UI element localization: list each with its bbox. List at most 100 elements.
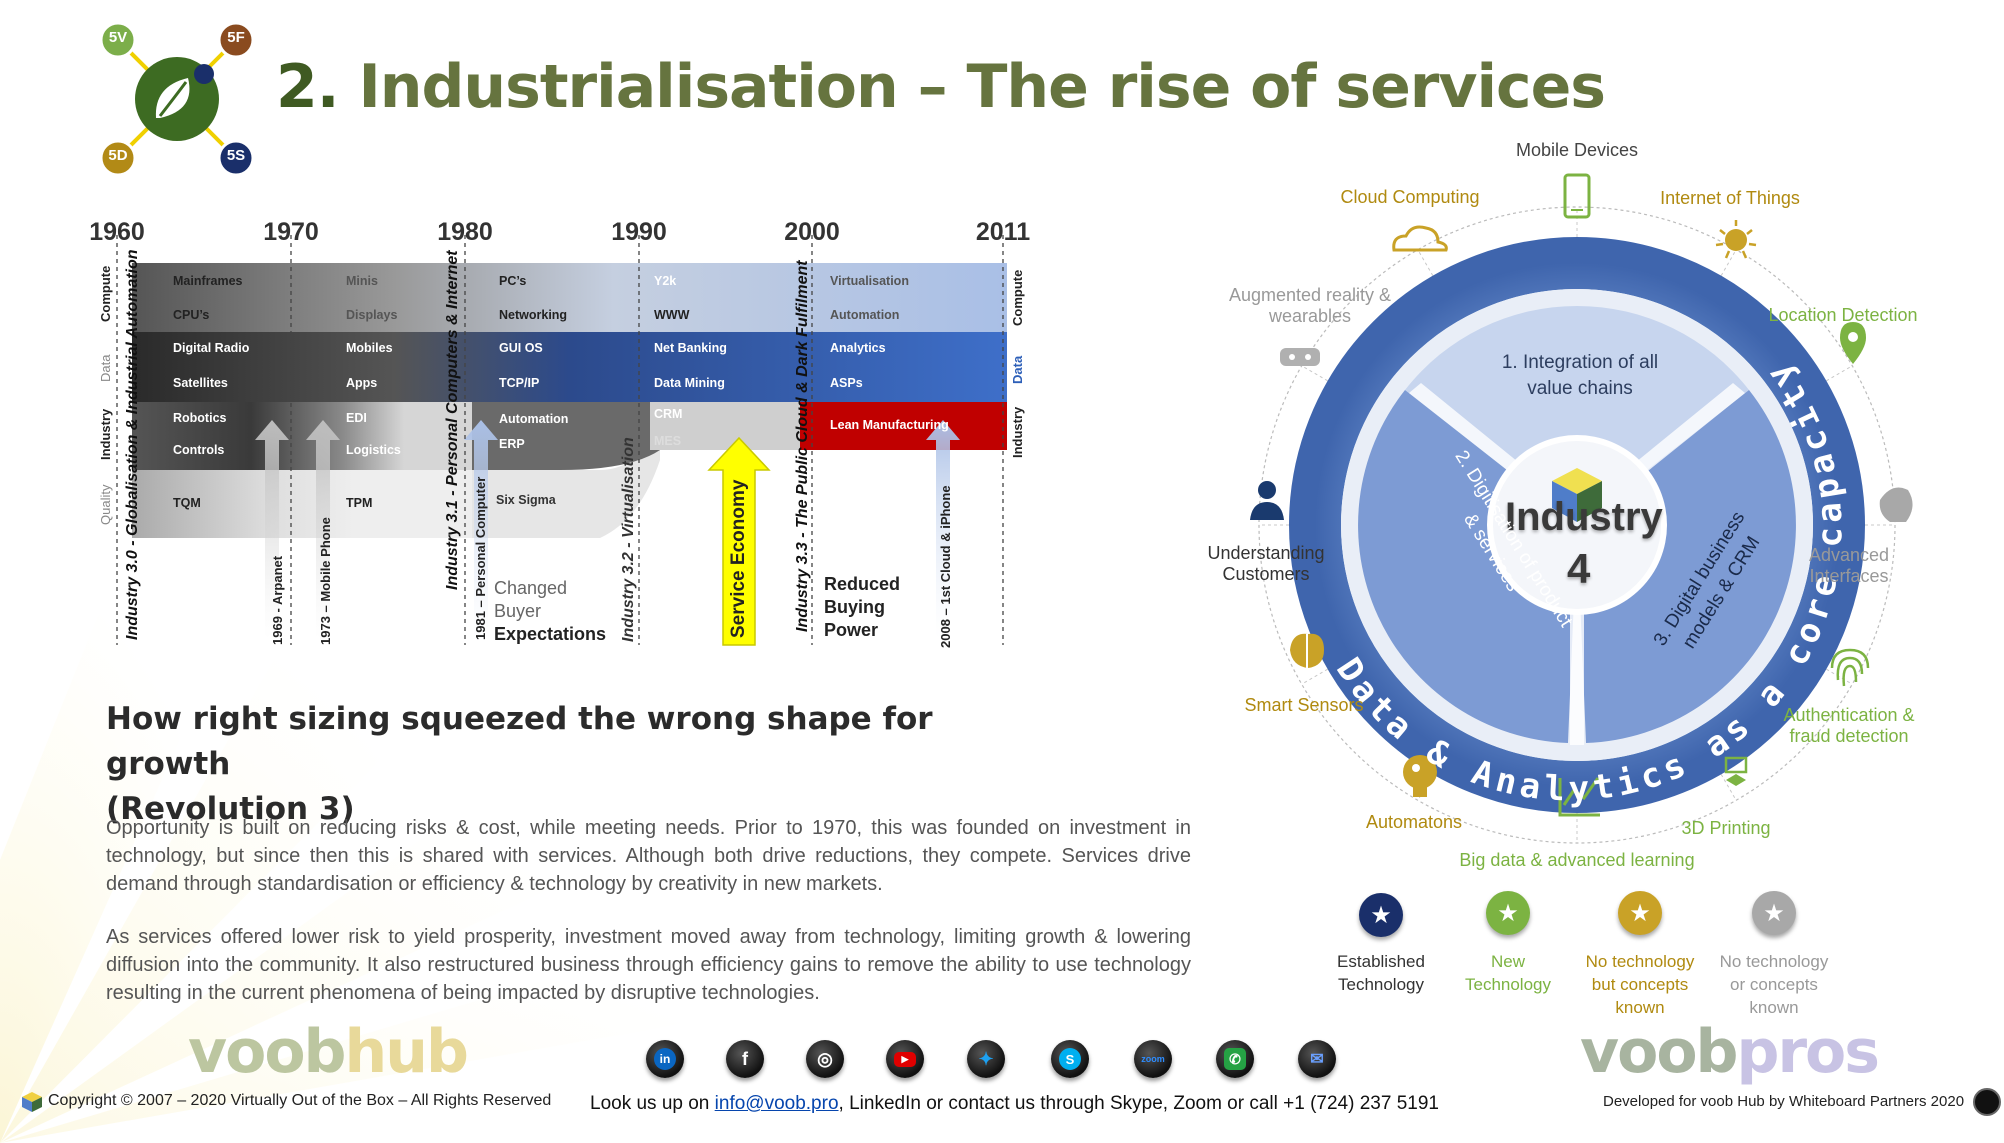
brain-sensor-icon xyxy=(1290,633,1324,668)
legend-concepts-2: but concepts xyxy=(1591,975,1689,994)
year-2000: 2000 xyxy=(784,218,840,246)
service-economy-label: Service Economy xyxy=(728,479,749,638)
legend-new-star-icon: ★ xyxy=(1486,891,1530,935)
legend-none: No technology or concepts known xyxy=(1720,950,1829,1019)
year-1960: 1960 xyxy=(89,218,145,246)
row-label-compute: Compute xyxy=(98,265,113,322)
legend-none-star-icon: ★ xyxy=(1752,891,1796,935)
era-industry-3-3: Industry 3.3 - The Public Cloud & Dark F… xyxy=(794,260,811,632)
chart-icon xyxy=(1558,777,1600,817)
phone-icon[interactable]: ✆ xyxy=(1216,1040,1254,1078)
legend-new: New Technology xyxy=(1465,950,1551,996)
label-automatons-1: Automatons xyxy=(1365,812,1463,832)
cell-digital-radio: Digital Radio xyxy=(173,341,250,355)
hand-interface-icon xyxy=(1879,487,1913,522)
title-text: Industrialisation – The rise of services xyxy=(358,52,1606,122)
developed-by-text: Developed for voob Hub by Whiteboard Par… xyxy=(1603,1093,1965,1110)
reduced-line-2: Buying xyxy=(824,597,885,617)
section-heading-line-2: (Revolution 3) xyxy=(106,791,355,827)
legend-none-1: No technology xyxy=(1719,952,1829,971)
zoom-icon[interactable]: zoom xyxy=(1134,1040,1172,1078)
legend-concepts-1: No technology xyxy=(1585,952,1695,971)
vr-headset-icon xyxy=(1280,348,1320,366)
cell-tpm: TPM xyxy=(346,496,373,510)
cell-www: WWW xyxy=(654,308,690,322)
mobile-device-icon xyxy=(1563,173,1591,219)
instagram-icon[interactable]: ◎ xyxy=(806,1040,844,1078)
row-label-industry: Industry xyxy=(98,408,113,460)
label-adv-2: Interfaces xyxy=(1809,566,1889,586)
legend-established: Established Technology xyxy=(1337,950,1425,996)
linkedin-icon[interactable]: in xyxy=(646,1040,684,1078)
contact-line: Look us up on info@voob.pro, LinkedIn or… xyxy=(590,1093,1439,1115)
legend-established-star-icon: ★ xyxy=(1359,893,1403,937)
label-location-1: Location Detection xyxy=(1768,305,1918,325)
cell-edi: EDI xyxy=(346,411,367,425)
paragraph-1: Opportunity is built on reducing risks &… xyxy=(106,817,1191,895)
copyright-text: Copyright © 2007 – 2020 Virtually Out of… xyxy=(48,1092,552,1109)
cell-analytics: Analytics xyxy=(830,341,886,355)
skype-icon[interactable]: S xyxy=(1051,1040,1089,1078)
cell-apps: Apps xyxy=(346,376,378,390)
label-customers-1: Understanding xyxy=(1207,543,1325,563)
label-big-data: Big data & advanced learning xyxy=(1459,850,1694,871)
cell-controls: Controls xyxy=(173,443,225,457)
label-augmented-reality: Augmented reality & wearables xyxy=(1229,285,1391,327)
legend-concepts-star-icon: ★ xyxy=(1618,891,1662,935)
youtube-icon[interactable]: ▶ xyxy=(886,1040,924,1078)
era-industry-3-0: Industry 3.0 - Globalisation & Industria… xyxy=(124,249,141,640)
sunburst-decoration xyxy=(0,560,820,1143)
label-ar-2: wearables xyxy=(1268,306,1352,326)
wheel-center-number: 4 xyxy=(1567,545,1591,592)
cell-gui-os: GUI OS xyxy=(499,341,543,355)
legend-none-2: or concepts xyxy=(1730,975,1818,994)
label-3d-printing: 3D Printing xyxy=(1681,818,1770,839)
wheel-center-title: Industry xyxy=(1505,495,1663,539)
voob-pros-logo: voobpros xyxy=(1580,1022,1880,1082)
voob-hub-logo-a: voob xyxy=(188,1017,347,1087)
year-1980: 1980 xyxy=(437,218,493,246)
logo-badge-5f: 5F xyxy=(227,29,245,46)
row-label-data: Data xyxy=(98,354,113,382)
year-1990: 1990 xyxy=(611,218,667,246)
label-location-detection: Location Detection xyxy=(1768,305,1917,326)
era-industry-3-1: Industry 3.1 - Personal Computers & Inte… xyxy=(444,250,461,590)
cell-automation-1980: Automation xyxy=(499,412,569,426)
cell-displays: Displays xyxy=(346,308,398,322)
cell-tcpip: TCP/IP xyxy=(499,376,540,390)
legend-established-2: Technology xyxy=(1337,975,1425,994)
era-industry-3-2: Industry 3.2 - Virtualisation xyxy=(620,437,637,642)
cell-satellites: Satellites xyxy=(173,376,228,390)
legend-none-3: known xyxy=(1749,998,1799,1017)
email-link[interactable]: info@voob.pro xyxy=(714,1093,839,1114)
cell-lean-manufacturing: Lean Manufacturing xyxy=(830,418,949,432)
year-1970: 1970 xyxy=(263,218,319,246)
cell-net-banking: Net Banking xyxy=(654,341,727,355)
row-label-right-industry: Industry xyxy=(1010,406,1025,458)
changed-line-2: Buyer xyxy=(494,601,542,621)
cell-networking: Networking xyxy=(499,308,568,322)
cloud-icon xyxy=(1392,225,1448,252)
label-internet-of-things: Internet of Things xyxy=(1660,188,1800,209)
label-cloud-computing: Cloud Computing xyxy=(1340,187,1479,208)
facebook-icon[interactable]: f xyxy=(726,1040,764,1078)
person-icon xyxy=(1250,481,1284,520)
legend-concepts-3: known xyxy=(1615,998,1665,1017)
twitter-icon[interactable]: ✦ xyxy=(967,1040,1005,1078)
industry-4-wheel: Data & Analytics as a core capacity xyxy=(1250,173,1913,844)
changed-line-3: Expectations xyxy=(494,624,607,644)
cell-logistics: Logistics xyxy=(346,443,401,457)
label-bigdata-1: Big data & advanced learning xyxy=(1459,850,1695,870)
cell-mes: MES xyxy=(654,434,682,448)
cell-mobiles: Mobiles xyxy=(346,341,393,355)
robot-head-icon xyxy=(1403,755,1437,797)
event-personal-computer: 1981 – Personal Computer xyxy=(473,476,488,640)
segment-integration: 1. Integration of all value chains xyxy=(1501,352,1659,399)
changed-buyer-expectations: Changed Buyer Expectations xyxy=(494,577,606,646)
label-mobile-devices: Mobile Devices xyxy=(1516,140,1638,161)
reduced-line-3: Power xyxy=(824,620,879,640)
email-icon[interactable]: ✉ xyxy=(1298,1040,1336,1078)
row-label-right-compute: Compute xyxy=(1010,269,1025,326)
cell-data-mining: Data Mining xyxy=(654,376,725,390)
cell-tqm: TQM xyxy=(173,496,201,510)
